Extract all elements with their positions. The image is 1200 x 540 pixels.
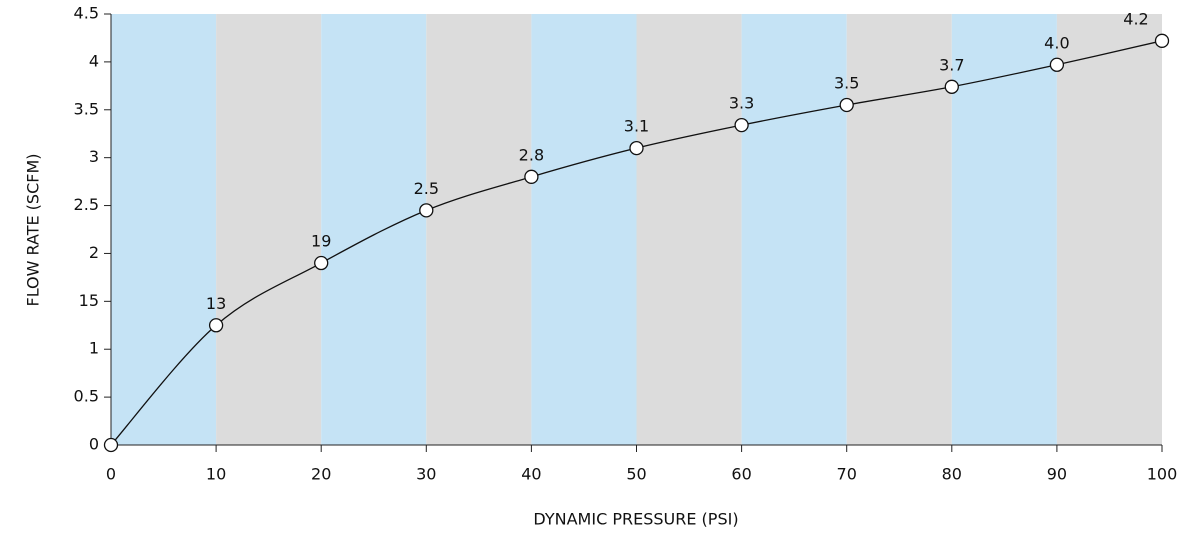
x-tick-label: 40 — [521, 465, 541, 484]
data-label: 13 — [206, 294, 226, 313]
band — [321, 14, 427, 445]
y-tick-label: 3.5 — [74, 99, 99, 118]
data-label: 4.2 — [1123, 9, 1148, 28]
y-axis-title: FLOW RATE (SCFM) — [24, 153, 43, 306]
y-tick-label: 2 — [89, 243, 99, 262]
data-label: 3.3 — [729, 94, 754, 113]
x-tick-label: 20 — [311, 465, 331, 484]
point — [944, 79, 959, 94]
data-label: 2.5 — [414, 179, 439, 198]
data-label: 4.0 — [1044, 33, 1069, 52]
y-tick-label: 4 — [89, 51, 99, 70]
x-tick-label: 10 — [206, 465, 226, 484]
y-tick-label: 15 — [79, 291, 99, 310]
x-tick-label: 90 — [1047, 465, 1067, 484]
x-tick-label: 100 — [1147, 465, 1178, 484]
data-label: 3.7 — [939, 55, 964, 74]
data-label: 19 — [311, 232, 331, 251]
x-axis-title: DYNAMIC PRESSURE (PSI) — [533, 510, 738, 529]
point — [524, 169, 539, 184]
y-tick-label: 3 — [89, 147, 99, 166]
x-tick-label: 70 — [837, 465, 857, 484]
x-tick-label: 0 — [106, 465, 116, 484]
y-tick-label: 0.5 — [74, 387, 99, 406]
point — [629, 140, 644, 156]
band — [951, 14, 1057, 445]
y-tick-label: 2.5 — [74, 195, 99, 214]
x-tick-label: 60 — [731, 465, 751, 484]
point — [1154, 33, 1170, 48]
point — [419, 203, 434, 218]
point — [208, 318, 224, 333]
point — [103, 437, 119, 453]
band — [636, 14, 742, 445]
y-tick-label: 4.5 — [74, 4, 99, 23]
band — [111, 14, 217, 445]
data-label: 3.5 — [834, 73, 859, 92]
band — [216, 14, 322, 445]
point — [839, 97, 854, 113]
band — [531, 14, 637, 445]
data-label: 2.8 — [519, 145, 544, 164]
x-tick-label: 80 — [942, 465, 962, 484]
point — [1049, 57, 1065, 72]
x-tick-label: 50 — [626, 465, 646, 484]
data-label: 3.1 — [624, 117, 649, 136]
y-tick-label: 1 — [89, 339, 99, 358]
band — [846, 14, 952, 445]
band — [426, 14, 532, 445]
bands — [111, 14, 1162, 445]
band — [1056, 14, 1162, 445]
point — [314, 255, 329, 271]
x-tick-label: 30 — [416, 465, 436, 484]
y-tick-label: 0 — [89, 435, 99, 454]
point — [734, 117, 749, 133]
band — [741, 14, 847, 445]
